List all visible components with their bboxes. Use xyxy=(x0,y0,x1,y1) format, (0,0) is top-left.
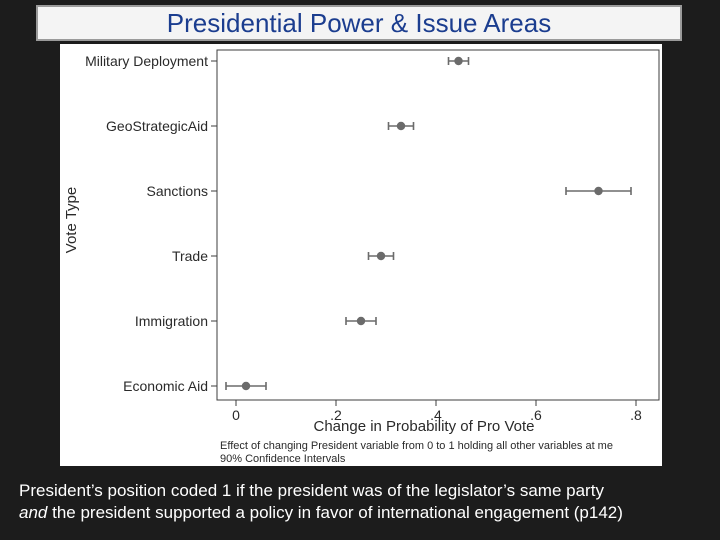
x-tick-label: .2 xyxy=(330,407,342,423)
chart-note-2: 90% Confidence Intervals xyxy=(220,453,346,465)
y-tick-label: Sanctions xyxy=(147,183,208,199)
data-marks xyxy=(225,56,632,391)
x-axis: 0 .2 .4 .6 .8 xyxy=(232,400,642,423)
y-tick-label: Economic Aid xyxy=(123,378,208,394)
y-axis-title: Vote Type xyxy=(63,187,80,253)
caption-emphasis: and xyxy=(19,503,48,522)
slide-caption: President’s position coded 1 if the pres… xyxy=(19,480,719,524)
point-estimate xyxy=(241,381,251,391)
dot-plot-chart: Military Deployment GeoStrategicAid Sancti… xyxy=(63,49,660,465)
chart-figure: Military Deployment GeoStrategicAid Sancti… xyxy=(60,44,662,466)
x-tick-label: .4 xyxy=(430,407,442,423)
y-tick-label: Military Deployment xyxy=(85,53,208,69)
point-estimate xyxy=(356,316,366,326)
chart-note-1: Effect of changing President variable fr… xyxy=(220,440,613,452)
y-tick-label: Trade xyxy=(172,248,208,264)
slide-title: Presidential Power & Issue Areas xyxy=(36,5,682,41)
y-tick-label: Immigration xyxy=(135,313,208,329)
caption-line-2: and the president supported a policy in … xyxy=(19,502,719,524)
point-estimate xyxy=(376,251,386,261)
x-tick-label: .6 xyxy=(530,407,542,423)
y-axis: Military Deployment GeoStrategicAid Sancti… xyxy=(85,53,217,394)
x-tick-label: .8 xyxy=(630,407,642,423)
caption-line-2-text: the president supported a policy in favo… xyxy=(47,503,623,522)
point-estimate xyxy=(454,56,463,66)
point-estimate xyxy=(594,186,603,196)
x-tick-label: 0 xyxy=(232,407,240,423)
point-estimate xyxy=(396,121,406,131)
x-axis-title: Change in Probability of Pro Vote xyxy=(314,418,535,435)
y-tick-label: GeoStrategicAid xyxy=(106,118,208,134)
caption-line-1: President’s position coded 1 if the pres… xyxy=(19,481,604,500)
plot-area xyxy=(216,49,660,401)
